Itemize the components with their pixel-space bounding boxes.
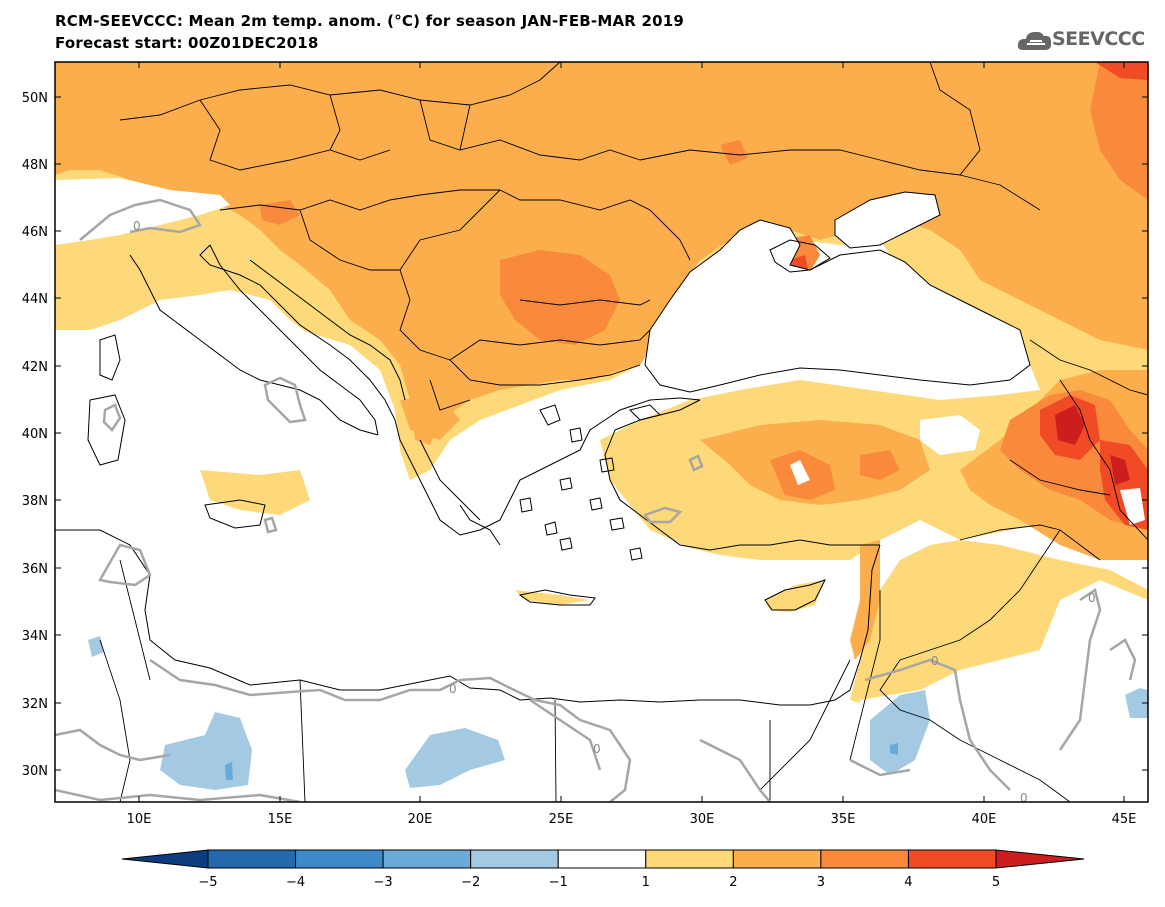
country-borders bbox=[99, 62, 1148, 802]
lat-label: 46N bbox=[22, 225, 48, 240]
colorbar-label: −5 bbox=[198, 875, 217, 890]
colorbar-label: 5 bbox=[992, 875, 1000, 890]
colorbar: −5 −4 −3 −2 −1 1 2 3 4 5 bbox=[121, 849, 1085, 890]
lon-label: 35E bbox=[831, 812, 856, 827]
logo-text: SEEVCCC bbox=[1052, 28, 1145, 50]
anomaly-3-4-region bbox=[260, 62, 1148, 530]
colorbar-label: −2 bbox=[461, 875, 480, 890]
contour-label: 0 bbox=[449, 682, 457, 696]
map-title: RCM-SEEVCCC: Mean 2m temp. anom. (°C) fo… bbox=[55, 12, 684, 30]
lon-label: 20E bbox=[408, 812, 433, 827]
anomaly-neutral-region bbox=[55, 178, 1148, 802]
colorbar-cell bbox=[995, 849, 1085, 869]
colorbar-cell bbox=[295, 849, 384, 869]
lon-label: 15E bbox=[268, 812, 293, 827]
lon-label: 45E bbox=[1112, 812, 1137, 827]
contour-labels: 0 0 0 0 0 0 bbox=[133, 219, 1096, 805]
lat-label: 38N bbox=[22, 494, 48, 509]
colorbar-label: 4 bbox=[904, 875, 912, 890]
contour-label: 0 bbox=[1088, 591, 1096, 605]
colorbar-cell bbox=[645, 849, 734, 869]
sea-areas bbox=[644, 191, 1031, 393]
colorbar-labels: −5 −4 −3 −2 −1 1 2 3 4 5 bbox=[198, 875, 1000, 890]
colorbar-cell bbox=[470, 849, 559, 869]
lat-label: 40N bbox=[22, 427, 48, 442]
lat-label: 44N bbox=[22, 292, 48, 307]
colorbar-cell bbox=[557, 849, 647, 869]
contour-label: 0 bbox=[593, 742, 601, 756]
anomaly-above-5-region bbox=[1055, 405, 1130, 485]
colorbar-label: 2 bbox=[729, 875, 737, 890]
lat-label: 48N bbox=[22, 158, 48, 173]
lon-label: 10E bbox=[127, 812, 152, 827]
lon-label: 40E bbox=[972, 812, 997, 827]
anomaly-minus-1-minus-2-region bbox=[88, 636, 1148, 790]
cloud-logo-icon bbox=[1017, 31, 1052, 50]
colorbar-label: −1 bbox=[549, 875, 568, 890]
contour-label: 0 bbox=[1020, 791, 1028, 805]
latitude-labels: 50N 48N 46N 44N 42N 40N 38N 36N 34N 32N … bbox=[22, 91, 48, 779]
lat-label: 32N bbox=[22, 697, 48, 712]
colorbar-cell bbox=[907, 849, 997, 869]
colorbar-label: 3 bbox=[817, 875, 825, 890]
lat-label: 42N bbox=[22, 360, 48, 375]
colorbar-label: −4 bbox=[286, 875, 305, 890]
coastlines bbox=[55, 239, 881, 706]
colorbar-cells bbox=[121, 849, 1085, 869]
lat-label: 34N bbox=[22, 629, 48, 644]
contour-label: 0 bbox=[133, 219, 141, 233]
longitude-labels: 10E 15E 20E 25E 30E 35E 40E 45E bbox=[127, 812, 1137, 827]
contour-label: 0 bbox=[931, 654, 939, 668]
forecast-start: Forecast start: 00Z01DEC2018 bbox=[55, 34, 319, 52]
colorbar-cell bbox=[121, 849, 209, 869]
zero-contours bbox=[55, 198, 1137, 802]
colorbar-label: 1 bbox=[642, 875, 650, 890]
lat-label: 36N bbox=[22, 562, 48, 577]
latitude-axis bbox=[55, 96, 1148, 771]
colorbar-cell bbox=[382, 849, 472, 869]
longitude-axis bbox=[138, 62, 1125, 802]
lat-label: 30N bbox=[22, 764, 48, 779]
lat-label: 50N bbox=[22, 91, 48, 106]
lon-label: 30E bbox=[690, 812, 715, 827]
colorbar-label: −3 bbox=[374, 875, 393, 890]
colorbar-cell bbox=[207, 849, 297, 869]
lon-label: 25E bbox=[549, 812, 574, 827]
colorbar-cell bbox=[820, 849, 909, 869]
map-frame bbox=[54, 61, 1149, 803]
colorbar-cell bbox=[732, 849, 822, 869]
